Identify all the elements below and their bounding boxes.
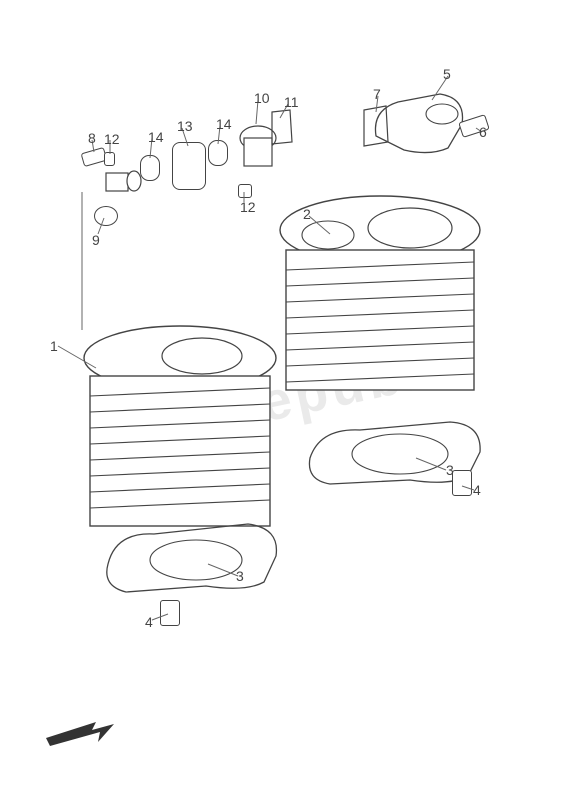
callout-10: 10 [254,90,270,106]
outlet-oring [94,206,118,226]
front-cylinder [70,320,280,550]
callout-14b: 14 [216,116,232,132]
thermostat-cover [268,108,294,148]
callout-13: 13 [177,118,193,134]
callout-8: 8 [88,130,96,146]
front-base-gasket [98,520,288,598]
callout-1: 1 [50,338,58,354]
clamp-left [140,155,160,181]
outlet-fitting [104,165,142,199]
callout-14a: 14 [148,129,164,145]
callout-12b: 12 [240,199,256,215]
callout-5: 5 [443,66,451,82]
front-cylinder-svg [70,320,280,550]
screw-12b [238,184,252,198]
diagram-canvas: partsrepublik [0,0,562,800]
intake-gasket [358,104,392,150]
callout-12a: 12 [104,131,120,147]
rear-cylinder-svg [260,190,490,420]
rear-cylinder [260,190,490,420]
front-dowel-pin [160,600,180,626]
callout-4b: 4 [145,614,153,630]
direction-arrow [40,708,120,748]
screw-12a [104,152,115,166]
callout-9: 9 [92,232,100,248]
clamp-right [208,140,228,166]
rear-dowel-pin [452,470,472,496]
front-gasket-svg [98,520,288,598]
hose [172,142,206,190]
